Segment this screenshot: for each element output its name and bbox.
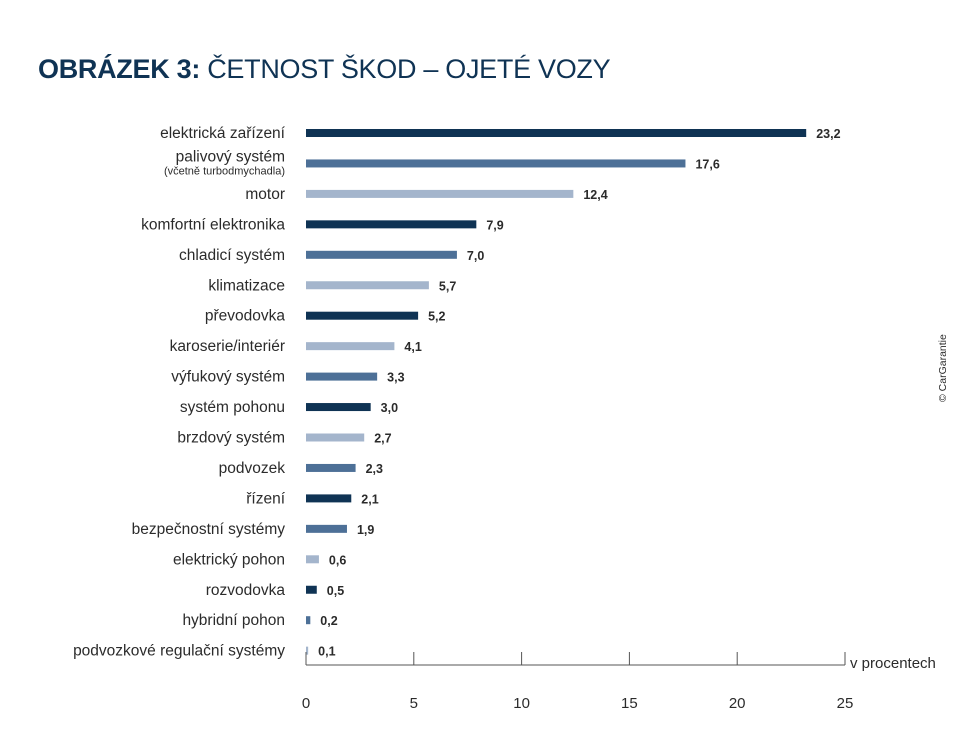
bar-row: řízení 2,1: [246, 490, 378, 507]
value-label: 3,0: [381, 401, 398, 415]
bar-row: karoserie/interiér 4,1: [170, 338, 422, 355]
bar: [306, 616, 311, 625]
category-label: systém pohonu: [180, 399, 285, 416]
chart-title: OBRÁZEK 3: ČETNOST ŠKOD – OJETÉ VOZY: [38, 54, 611, 85]
bar: [306, 311, 419, 320]
bar: [306, 646, 309, 655]
bar-row: podvozkové regulační systémy 0,1: [73, 643, 336, 660]
value-label: 2,1: [361, 492, 378, 506]
value-label: 0,2: [320, 614, 337, 628]
value-label: 0,1: [318, 645, 335, 659]
value-label: 2,3: [366, 462, 383, 476]
bar-row: výfukový systém 3,3: [171, 369, 404, 386]
bar-row: hybridní pohon 0,2: [182, 612, 337, 629]
category-label: karoserie/interiér: [170, 338, 285, 355]
value-label: 5,7: [439, 279, 456, 293]
bar-row: elektrický pohon 0,6: [173, 551, 346, 568]
x-tick-label: 20: [729, 695, 746, 712]
x-axis: 0 5 10 15 20 25 v procentech: [302, 652, 936, 712]
value-label: 5,2: [428, 310, 445, 324]
x-tick-label: 5: [410, 695, 418, 712]
category-label: elektrická zařízení: [160, 125, 286, 142]
bar-row: chladicí systém 7,0: [179, 247, 484, 264]
bar-row: palivový systém(včetně turbodmychadla) 17…: [164, 148, 720, 177]
value-label: 2,7: [374, 432, 391, 446]
bar-row: systém pohonu 3,0: [180, 399, 398, 416]
bar-row: bezpečnostní systémy 1,9: [132, 521, 375, 538]
x-tick-label: 0: [302, 695, 310, 712]
bar-row: podvozek 2,3: [219, 460, 383, 477]
value-label: 17,6: [695, 157, 719, 171]
bar: [306, 342, 395, 351]
bar: [306, 189, 574, 198]
bar: [306, 463, 356, 472]
category-label: převodovka: [205, 308, 286, 325]
category-label: rozvodovka: [206, 582, 286, 599]
value-label: 7,9: [486, 218, 503, 232]
category-label: elektrický pohon: [173, 551, 285, 568]
value-label: 0,6: [329, 553, 346, 567]
bar: [306, 524, 347, 533]
bar: [306, 159, 686, 168]
value-label: 7,0: [467, 249, 484, 263]
value-label: 0,5: [327, 584, 344, 598]
value-label: 23,2: [816, 127, 840, 141]
category-label: výfukový systém: [171, 369, 285, 386]
category-label: bezpečnostní systémy: [132, 521, 286, 538]
x-tick-label: 25: [837, 695, 854, 712]
bar-row: elektrická zařízení 23,2: [160, 125, 840, 142]
x-axis-label: v procentech: [850, 655, 936, 672]
bar: [306, 250, 457, 259]
category-label: komfortní elektronika: [141, 216, 285, 233]
x-tick-label: 15: [621, 695, 638, 712]
bars-layer: elektrická zařízení 23,2 palivový systém(v…: [73, 125, 841, 660]
category-label: podvozkové regulační systémy: [73, 643, 285, 660]
category-label: řízení: [246, 490, 285, 507]
chart-title-number: OBRÁZEK 3:: [38, 54, 201, 84]
bar-row: rozvodovka 0,5: [206, 582, 344, 599]
bar-row: komfortní elektronika 7,9: [141, 216, 504, 233]
bar: [306, 403, 371, 412]
category-label: brzdový systém: [177, 430, 285, 447]
category-label: motor: [245, 186, 285, 203]
bar-row: motor 12,4: [245, 186, 607, 203]
bar: [306, 585, 317, 594]
category-sublabel: (včetně turbodmychadla): [164, 165, 285, 177]
bar: [306, 129, 807, 137]
value-label: 3,3: [387, 371, 404, 385]
bar-row: převodovka 5,2: [205, 308, 446, 325]
value-label: 1,9: [357, 523, 374, 537]
chart-title-text: ČETNOST ŠKOD – OJETÉ VOZY: [207, 54, 611, 84]
copyright-note: © CarGarantie: [937, 334, 949, 402]
bar: [306, 494, 352, 503]
bar: [306, 372, 378, 381]
category-label: palivový systém: [176, 148, 285, 165]
bar-row: brzdový systém 2,7: [177, 430, 391, 447]
category-label: chladicí systém: [179, 247, 285, 264]
value-label: 12,4: [583, 188, 607, 202]
bar: [306, 555, 319, 564]
value-label: 4,1: [404, 340, 421, 354]
category-label: hybridní pohon: [182, 612, 285, 629]
bar: [306, 281, 429, 290]
bar: [306, 433, 365, 442]
category-label: podvozek: [219, 460, 286, 477]
bar-row: klimatizace 5,7: [208, 277, 456, 294]
bar: [306, 220, 477, 229]
category-label: klimatizace: [208, 277, 285, 294]
x-tick-label: 10: [513, 695, 530, 712]
